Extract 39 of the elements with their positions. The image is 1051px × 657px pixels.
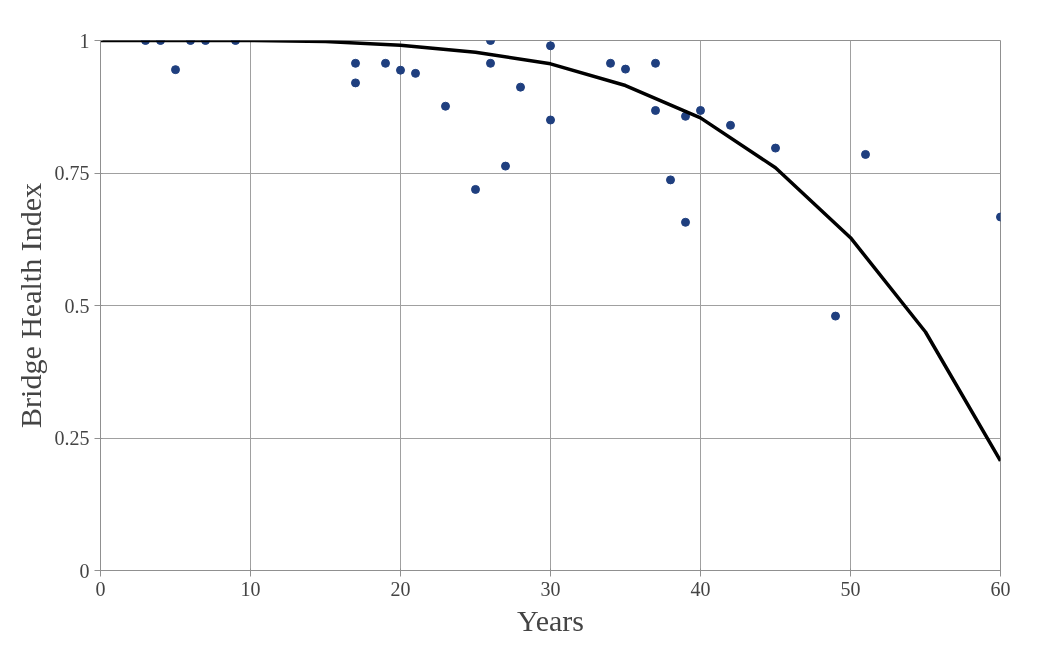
point bbox=[771, 143, 780, 153]
point bbox=[351, 78, 360, 88]
point bbox=[486, 58, 495, 68]
point bbox=[696, 105, 705, 115]
point bbox=[666, 175, 675, 185]
x-tick-label: 60 bbox=[990, 577, 1011, 600]
point bbox=[651, 105, 660, 115]
point bbox=[351, 58, 360, 68]
point bbox=[501, 161, 510, 171]
x-tick-label: 40 bbox=[690, 577, 711, 600]
x-axis-title: Years bbox=[517, 603, 584, 637]
point bbox=[651, 58, 660, 68]
point bbox=[621, 64, 630, 74]
point bbox=[411, 68, 420, 78]
x-tick-label: 10 bbox=[240, 577, 261, 600]
x-tick-label: 50 bbox=[840, 577, 861, 600]
y-tick-label: 0.5 bbox=[64, 294, 90, 317]
y-tick-label: 0.75 bbox=[54, 162, 90, 184]
x-tick-label: 30 bbox=[540, 577, 561, 600]
y-tick-label: 0 bbox=[79, 559, 90, 582]
line-series bbox=[100, 40, 1001, 463]
point bbox=[606, 58, 615, 68]
point bbox=[726, 120, 735, 130]
x-tick-label: 0 bbox=[95, 577, 106, 600]
y-axis-title: Bridge Health Index bbox=[13, 183, 47, 428]
point bbox=[681, 217, 690, 227]
point bbox=[546, 115, 555, 125]
point bbox=[516, 82, 525, 92]
y-tick-label: 1 bbox=[79, 29, 90, 52]
y-tick-label: 0.25 bbox=[54, 427, 90, 449]
point bbox=[381, 58, 390, 68]
point bbox=[171, 65, 180, 75]
point bbox=[396, 65, 405, 75]
point bbox=[831, 311, 840, 321]
x-tick-label: 20 bbox=[390, 577, 411, 600]
point bbox=[861, 149, 870, 159]
point bbox=[471, 184, 480, 194]
point bbox=[546, 41, 555, 51]
point bbox=[441, 101, 450, 111]
